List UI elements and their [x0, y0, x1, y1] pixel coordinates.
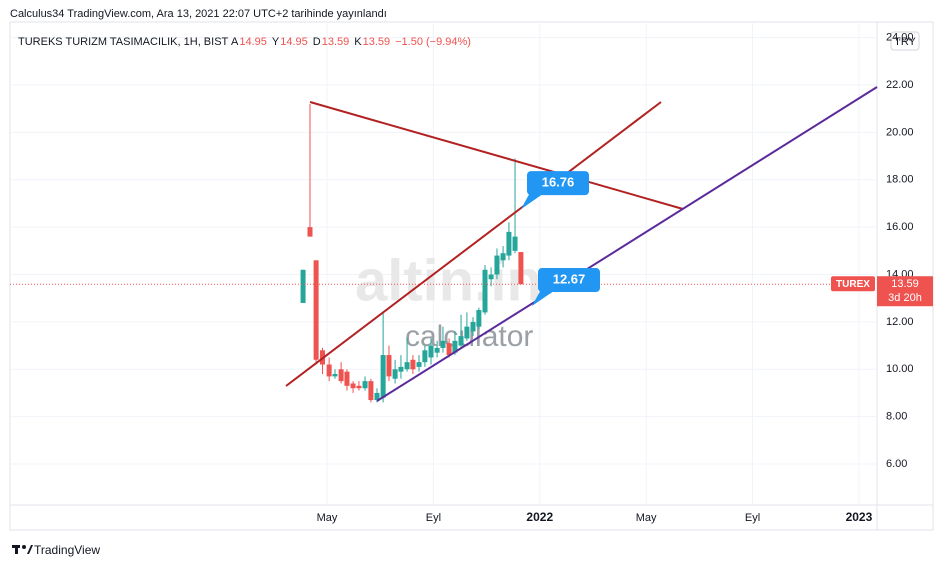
candle-body — [374, 392, 380, 401]
legend-change: −1.50 (−9.94%) — [395, 36, 471, 48]
x-tick-label: Eyl — [426, 512, 441, 524]
footer: TradingView — [34, 543, 100, 557]
trend-line — [376, 86, 878, 402]
candle-body — [494, 255, 500, 275]
ticker-tag — [831, 276, 875, 292]
y-tick-label: 18.00 — [886, 174, 914, 186]
y-tick-label: 22.00 — [886, 79, 914, 91]
y-tick-label: 20.00 — [886, 126, 914, 138]
candle-body — [392, 369, 398, 379]
legend-value: 14.95 — [280, 36, 308, 48]
price-tag — [877, 276, 933, 307]
candle-body — [326, 364, 332, 377]
candle-body — [482, 269, 488, 313]
trend-line — [285, 101, 662, 387]
y-tick-label: 6.00 — [886, 458, 907, 470]
legend-value: 13.59 — [322, 36, 350, 48]
candle-body — [300, 269, 306, 303]
x-tick-label: May — [636, 512, 657, 524]
frame — [9, 21, 934, 531]
candle-body — [307, 227, 313, 237]
candle-body — [332, 374, 338, 377]
y-tick-label: 24.00 — [886, 32, 914, 44]
candle-body — [380, 355, 386, 398]
candle-body — [452, 340, 458, 353]
candle-body — [313, 260, 319, 360]
price-callout-label: 12.67 — [553, 271, 586, 286]
candle-body — [416, 362, 422, 367]
x-tick-label: 2023 — [846, 510, 873, 524]
candle-body — [398, 366, 404, 372]
candle-body — [440, 340, 446, 348]
legend-value: 14.95 — [239, 36, 267, 48]
y-tick-label: 12.00 — [886, 316, 914, 328]
x-tick-label: Eyl — [745, 512, 760, 524]
ohlc-legend: A 14.95 Y 14.95 D 13.59 K 13.59 −1.50 (−9.94%) — [231, 36, 471, 48]
candle-body — [338, 369, 344, 382]
last-price: 13.59 — [891, 278, 919, 290]
ticker: TUREX — [836, 279, 870, 290]
header: Calculus34 TradingView.com, Ara 13, 2021… — [10, 8, 387, 20]
x-tick-label: May — [317, 512, 338, 524]
candle-body — [434, 347, 440, 353]
candle-body — [464, 326, 470, 339]
y-tick-label: 8.00 — [886, 411, 907, 423]
y-tick-label: 10.00 — [886, 363, 914, 375]
currency: TRY — [894, 36, 916, 48]
legend-key: A — [231, 36, 239, 48]
candle-body — [422, 350, 428, 363]
candle-body — [506, 231, 512, 256]
trend-line — [309, 101, 684, 210]
legend-key: K — [354, 36, 362, 48]
candle-body — [362, 381, 368, 389]
countdown: 3d 20h — [888, 292, 922, 304]
legend-value: 13.59 — [363, 36, 391, 48]
price-callout-label: 16.76 — [542, 175, 575, 190]
candle-body — [476, 310, 482, 327]
candle-body — [404, 362, 410, 370]
y-tick-label: 16.00 — [886, 221, 914, 233]
candle-body — [428, 345, 434, 358]
candle-body — [488, 274, 494, 280]
currency-box — [890, 31, 920, 51]
footer-logo — [12, 545, 33, 554]
candle-body — [500, 253, 506, 261]
price-callout — [527, 171, 589, 196]
candle-body — [350, 383, 356, 389]
candle-body — [386, 355, 392, 377]
candle-body — [410, 359, 416, 370]
candle-body — [512, 236, 518, 251]
candle-body — [470, 321, 476, 332]
x-tick-label: 2022 — [526, 510, 553, 524]
candle-body — [518, 252, 524, 285]
candle-body — [344, 371, 350, 386]
legend-key: Y — [272, 36, 280, 48]
price-callout — [538, 268, 600, 293]
symbol-title: TUREKS TURIZM TASIMACILIK, 1H, BIST — [18, 36, 229, 48]
candle-body — [356, 385, 362, 389]
watermark-logo: altin.in — [355, 248, 542, 313]
candle-body — [458, 336, 464, 346]
candle-body — [368, 381, 374, 401]
candle-body — [446, 343, 452, 356]
legend-key: D — [313, 36, 321, 48]
